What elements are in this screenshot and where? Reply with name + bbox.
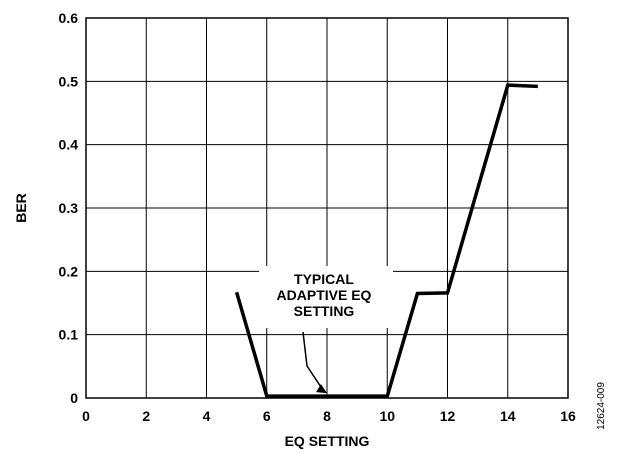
annotation-line: SETTING bbox=[294, 303, 355, 319]
x-tick-label: 4 bbox=[203, 408, 211, 424]
x-tick-label: 10 bbox=[379, 408, 395, 424]
annotation-line: TYPICAL bbox=[294, 271, 354, 287]
y-tick-labels: 0 0.1 0.2 0.3 0.4 0.5 0.6 bbox=[59, 10, 79, 406]
grid bbox=[85, 17, 569, 399]
y-tick-label: 0 bbox=[70, 390, 78, 406]
y-tick-label: 0.4 bbox=[59, 137, 79, 153]
annotation-background bbox=[259, 266, 393, 328]
annotation-arrow bbox=[302, 331, 324, 391]
ber-series-line bbox=[234, 83, 538, 398]
x-tick-label: 8 bbox=[323, 408, 331, 424]
x-tick-label: 0 bbox=[82, 408, 90, 424]
x-tick-label: 2 bbox=[142, 408, 150, 424]
plot-frame bbox=[85, 17, 569, 399]
y-tick-label: 0.3 bbox=[59, 200, 79, 216]
x-tick-label: 14 bbox=[500, 408, 516, 424]
y-axis-label: BER bbox=[13, 193, 29, 223]
y-tick-label: 0.1 bbox=[59, 327, 79, 343]
x-tick-labels: 0 2 4 6 8 10 12 14 16 bbox=[82, 408, 576, 424]
x-axis-label: EQ SETTING bbox=[285, 433, 370, 449]
annotation-arrowhead bbox=[316, 384, 327, 394]
y-tick-label: 0.6 bbox=[59, 10, 79, 26]
x-tick-label: 16 bbox=[560, 408, 576, 424]
x-tick-label: 6 bbox=[263, 408, 271, 424]
y-tick-label: 0.2 bbox=[59, 263, 79, 279]
y-tick-label: 0.5 bbox=[59, 73, 79, 89]
x-tick-label: 12 bbox=[440, 408, 456, 424]
figure-id: 12624-009 bbox=[596, 382, 607, 430]
annotation-line: ADAPTIVE EQ bbox=[277, 287, 372, 303]
